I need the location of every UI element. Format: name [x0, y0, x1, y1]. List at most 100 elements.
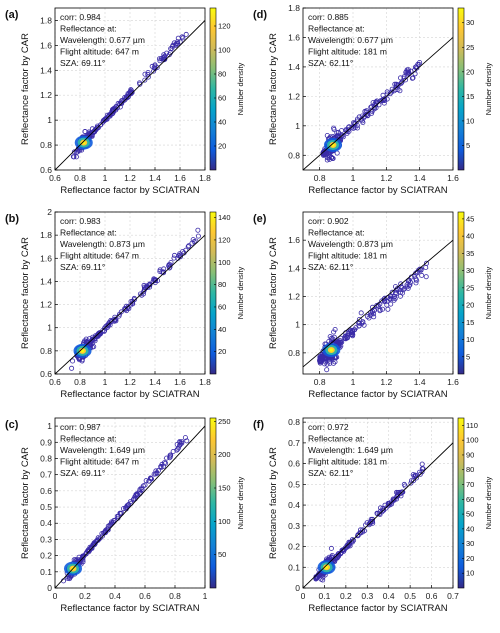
data-point: [179, 440, 185, 446]
data-point: [166, 263, 172, 269]
colorbar-tick-label: 40: [466, 524, 474, 533]
data-point: [145, 74, 151, 80]
data-point: [166, 52, 172, 58]
x-tick-label: 1.6: [447, 377, 459, 387]
x-tick-label: 0.8: [74, 173, 86, 183]
x-tick-label: 0.3: [361, 591, 373, 601]
data-point: [340, 547, 346, 553]
y-tick-label: 0.4: [40, 518, 52, 528]
data-point: [184, 438, 190, 444]
x-tick-label: 1.8: [199, 173, 211, 183]
data-point: [379, 298, 385, 304]
data-point: [358, 310, 364, 316]
colorbar: [209, 211, 217, 375]
colorbar-label: Number density: [236, 62, 245, 115]
y-axis-label: Reflectance factor by CAR: [20, 33, 31, 145]
data-point: [158, 463, 164, 469]
colorbar-tick-label: 20: [218, 142, 226, 151]
y-tick-label: 2: [47, 207, 52, 217]
x-tick-label: 1.4: [149, 377, 161, 387]
annotation-line: Reflectance at:: [60, 434, 117, 444]
x-tick-label: 0: [53, 591, 58, 601]
data-point: [329, 335, 335, 341]
y-axis-label: Reflectance factor by CAR: [268, 447, 279, 559]
axes-frame: [302, 417, 454, 589]
data-point: [318, 357, 324, 363]
annotation-line: SZA: 69.11°: [60, 468, 105, 478]
colorbar-tick-label: 140: [218, 213, 231, 222]
data-point: [412, 472, 418, 478]
plot-area: [55, 20, 205, 170]
colorbar: [457, 7, 465, 171]
data-point: [399, 489, 405, 495]
annotation-line: Flight altitude: 181 m: [308, 47, 387, 57]
annotation-line: SZA: 69.11°: [60, 262, 105, 272]
y-tick-label: 0.7: [288, 438, 300, 448]
data-point: [379, 98, 385, 104]
data-point: [99, 533, 105, 539]
y-tick-label: 0.9: [40, 437, 52, 447]
data-point: [330, 360, 336, 366]
colorbar-tick-label: 100: [218, 258, 231, 267]
data-point: [372, 307, 378, 313]
data-point: [382, 299, 388, 305]
data-point: [337, 337, 343, 343]
colorbar-tick-label: 10: [466, 569, 474, 578]
colorbar-tick-label: 20: [466, 67, 474, 76]
colorbar-tick-label: 20: [466, 301, 474, 310]
data-point: [324, 132, 330, 138]
data-point: [160, 55, 166, 61]
data-point: [364, 108, 370, 114]
colorbar-tick-label: 100: [466, 436, 479, 445]
data-point: [94, 125, 100, 131]
data-point: [70, 154, 76, 160]
colorbar-tick-label: 120: [218, 22, 231, 31]
x-tick-label: 0.8: [314, 377, 326, 387]
x-tick-label: 1.2: [124, 173, 136, 183]
y-tick-label: 1.4: [288, 62, 300, 72]
data-point: [159, 269, 165, 275]
colorbar-tick-label: 80: [218, 280, 226, 289]
data-point: [97, 122, 103, 128]
x-tick-label: 1: [203, 591, 208, 601]
y-tick-label: 0.3: [40, 534, 52, 544]
data-point: [175, 35, 181, 41]
density-cluster-peak: [80, 349, 85, 353]
data-point: [116, 513, 122, 519]
data-point: [105, 527, 111, 533]
colorbar-tick-label: 30: [466, 18, 474, 27]
data-point: [329, 155, 335, 161]
annotation-line: Flight altitude: 647 m: [60, 457, 139, 467]
data-point: [151, 68, 157, 74]
plot-area: [303, 239, 453, 373]
colorbar-tick-label: 250: [218, 417, 231, 426]
data-point: [394, 494, 400, 500]
annotation-line: Flight altitude: 647 m: [60, 251, 139, 261]
data-point: [324, 157, 330, 163]
data-point: [408, 480, 414, 486]
data-point: [338, 128, 344, 134]
data-point: [141, 289, 147, 295]
y-tick-label: 0: [47, 583, 52, 593]
data-point: [410, 472, 416, 478]
data-point: [327, 360, 333, 366]
x-tick-label: 0.6: [49, 173, 61, 183]
data-point: [100, 327, 106, 333]
data-point: [331, 334, 337, 340]
colorbar-label: Number density: [484, 62, 493, 115]
colorbar-label: Number density: [236, 476, 245, 529]
data-point: [374, 510, 380, 516]
data-point: [345, 127, 351, 133]
data-point: [381, 507, 387, 513]
annotation-line: corr: 0.987: [60, 422, 101, 432]
data-point: [91, 344, 97, 350]
panel-d: 0.8 1 1.2 1.4 1.6 0.8 1 1.2 1.4 1.6 1.8 corr: 0.885…: [253, 3, 493, 196]
colorbar-tick-label: 20: [218, 347, 226, 356]
annotation-line: SZA: 62.11°: [308, 58, 353, 68]
data-point: [419, 461, 425, 467]
axes-frame: [302, 7, 454, 171]
data-point: [69, 365, 75, 371]
data-point: [417, 471, 423, 477]
